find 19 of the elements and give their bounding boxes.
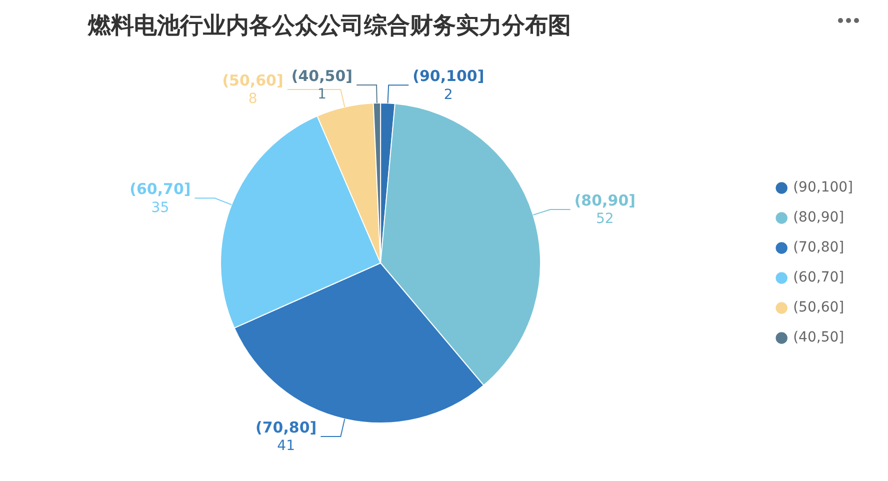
legend-label: (40,50] <box>793 330 844 346</box>
data-label: 8 <box>248 91 258 108</box>
slice-label: (50,60] <box>222 71 284 90</box>
data-label: 35 <box>151 200 170 216</box>
legend-label: (70,80] <box>793 240 844 256</box>
data-label: 2 <box>444 86 453 103</box>
legend-label: (60,70] <box>793 270 844 286</box>
slice-label: (60,70] <box>130 180 191 198</box>
slice-label: (90,100] <box>412 67 484 86</box>
chart-title: 燃料电池行业内各公众公司综合财务实力分布图 <box>88 12 571 41</box>
data-label: 41 <box>277 438 295 454</box>
legend-label: (80,90] <box>793 210 844 226</box>
slice-label: (40,50] <box>291 66 353 85</box>
legend-label: (50,60] <box>793 300 844 316</box>
legend-label: (90,100] <box>793 180 854 196</box>
slice-label: (80,90] <box>574 191 636 210</box>
slice-label: (70,80] <box>255 418 317 436</box>
data-label: 52 <box>596 211 614 228</box>
data-label: 1 <box>317 86 326 103</box>
